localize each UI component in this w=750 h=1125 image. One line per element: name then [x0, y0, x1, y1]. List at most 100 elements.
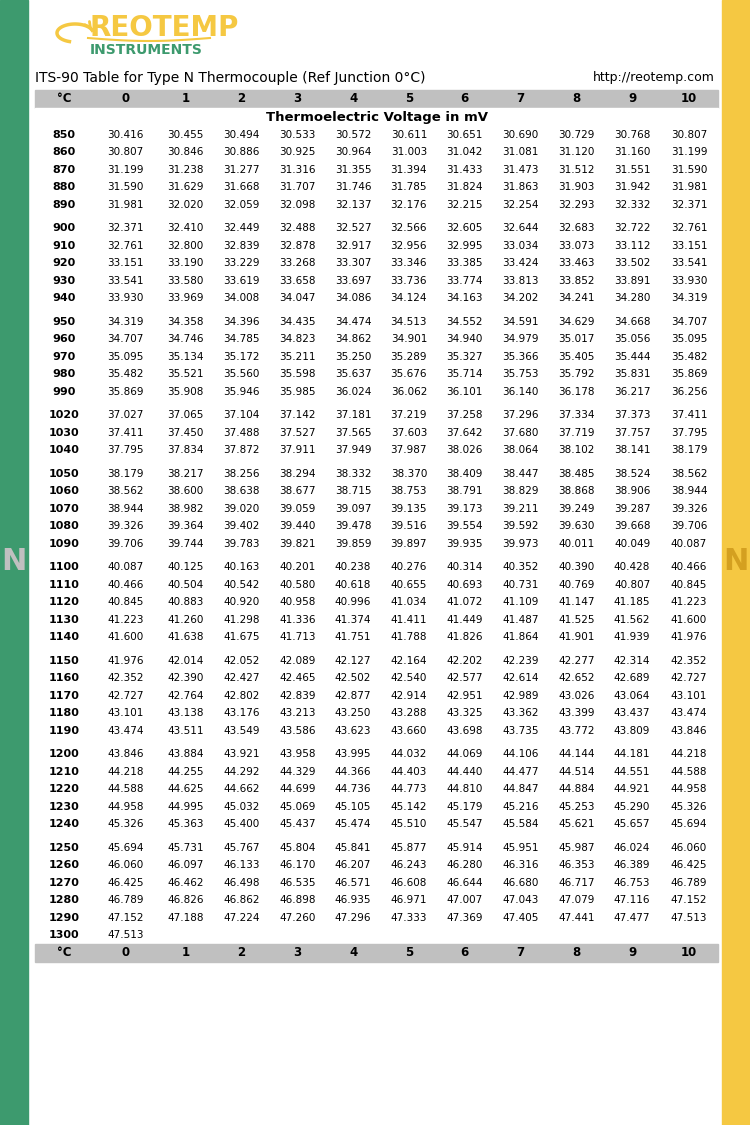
Text: 46.535: 46.535	[279, 878, 316, 888]
Text: 8: 8	[572, 946, 580, 960]
Text: 41.223: 41.223	[670, 597, 707, 608]
Text: 39.440: 39.440	[279, 521, 316, 531]
Text: 35.482: 35.482	[107, 369, 144, 379]
Text: 30.651: 30.651	[446, 129, 483, 140]
Text: 42.390: 42.390	[167, 673, 204, 683]
Text: 39.744: 39.744	[167, 539, 204, 549]
Text: 42.652: 42.652	[558, 673, 595, 683]
Text: 32.956: 32.956	[391, 241, 427, 251]
Text: 33.424: 33.424	[503, 259, 538, 268]
Text: 31.473: 31.473	[503, 164, 538, 174]
Text: 3: 3	[293, 92, 302, 106]
Text: 45.400: 45.400	[224, 819, 260, 829]
Text: 940: 940	[53, 294, 76, 304]
Text: 32.761: 32.761	[670, 223, 707, 233]
Text: 46.425: 46.425	[670, 861, 707, 871]
Bar	[35, 483, 718, 500]
Text: 44.069: 44.069	[446, 749, 483, 759]
Text: 40.163: 40.163	[224, 562, 260, 573]
Text: 42.277: 42.277	[558, 656, 595, 666]
Text: 31.394: 31.394	[391, 164, 427, 174]
Text: 44.884: 44.884	[558, 784, 595, 794]
Bar	[35, 576, 718, 594]
Text: 42.465: 42.465	[279, 673, 316, 683]
Text: 39.020: 39.020	[224, 504, 260, 514]
Text: 44.218: 44.218	[670, 749, 707, 759]
Text: 1160: 1160	[49, 673, 80, 683]
Text: 40.087: 40.087	[670, 539, 707, 549]
Text: 33.969: 33.969	[167, 294, 204, 304]
Bar	[722, 0, 750, 1125]
Text: 1030: 1030	[49, 428, 80, 438]
Text: 1190: 1190	[49, 726, 80, 736]
Text: 47.477: 47.477	[614, 912, 650, 922]
Text: 37.834: 37.834	[167, 446, 204, 456]
Text: 42.314: 42.314	[614, 656, 650, 666]
Text: 45.032: 45.032	[224, 802, 260, 812]
Text: 1210: 1210	[49, 767, 80, 776]
Text: 47.513: 47.513	[107, 930, 144, 940]
Text: 37.027: 37.027	[107, 411, 143, 421]
Text: 32.761: 32.761	[107, 241, 144, 251]
Text: 45.804: 45.804	[279, 843, 316, 853]
Text: °C: °C	[57, 92, 71, 106]
Text: 32.215: 32.215	[446, 200, 483, 209]
Text: 45.179: 45.179	[446, 802, 483, 812]
Text: 38.562: 38.562	[670, 469, 707, 479]
Text: 31.512: 31.512	[558, 164, 595, 174]
Text: 43.474: 43.474	[107, 726, 144, 736]
Text: 47.152: 47.152	[670, 896, 707, 906]
Text: 39.630: 39.630	[558, 521, 595, 531]
Text: 30.690: 30.690	[503, 129, 538, 140]
Text: 44.699: 44.699	[279, 784, 316, 794]
Text: 32.371: 32.371	[670, 200, 707, 209]
Text: 46.862: 46.862	[224, 896, 260, 906]
Text: 31.590: 31.590	[107, 182, 143, 192]
Text: 5: 5	[405, 946, 413, 960]
Text: 35.831: 35.831	[614, 369, 650, 379]
Bar	[35, 798, 718, 816]
Text: 31.003: 31.003	[391, 147, 427, 158]
Text: 6: 6	[460, 946, 469, 960]
Text: 43.213: 43.213	[279, 709, 316, 718]
Text: 33.112: 33.112	[614, 241, 650, 251]
Text: 44.588: 44.588	[107, 784, 144, 794]
Text: 44.847: 44.847	[503, 784, 538, 794]
Text: 45.584: 45.584	[503, 819, 538, 829]
Text: 33.736: 33.736	[391, 276, 427, 286]
Text: 43.586: 43.586	[279, 726, 316, 736]
Text: 37.065: 37.065	[167, 411, 204, 421]
Text: 46.753: 46.753	[614, 878, 650, 888]
Text: 30.729: 30.729	[558, 129, 595, 140]
Text: 860: 860	[53, 147, 76, 158]
Text: 1110: 1110	[49, 579, 80, 590]
Text: 37.411: 37.411	[670, 411, 707, 421]
Text: 39.935: 39.935	[446, 539, 483, 549]
Text: 38.600: 38.600	[167, 486, 204, 496]
Text: 38.064: 38.064	[503, 446, 538, 456]
Text: 43.101: 43.101	[107, 709, 143, 718]
Text: 44.773: 44.773	[391, 784, 427, 794]
Bar	[35, 722, 718, 739]
Text: 40.466: 40.466	[670, 562, 707, 573]
Text: 970: 970	[53, 352, 76, 362]
Text: 45.474: 45.474	[334, 819, 371, 829]
Text: 31.903: 31.903	[558, 182, 595, 192]
Text: 38.982: 38.982	[167, 504, 204, 514]
Text: 46.133: 46.133	[224, 861, 260, 871]
Text: 31.081: 31.081	[503, 147, 538, 158]
Text: 870: 870	[53, 164, 76, 174]
Text: 36.101: 36.101	[446, 387, 483, 397]
Text: 31.120: 31.120	[558, 147, 595, 158]
Text: 43.176: 43.176	[224, 709, 260, 718]
Text: Thermoelectric Voltage in mV: Thermoelectric Voltage in mV	[266, 110, 488, 124]
Bar	[35, 763, 718, 781]
Text: 47.369: 47.369	[446, 912, 483, 922]
Text: 31.707: 31.707	[279, 182, 316, 192]
Text: 31.042: 31.042	[446, 147, 483, 158]
Text: 41.411: 41.411	[391, 614, 427, 624]
Text: 40.352: 40.352	[503, 562, 538, 573]
Bar	[35, 289, 718, 307]
Text: 45.987: 45.987	[558, 843, 595, 853]
Text: 46.316: 46.316	[503, 861, 538, 871]
